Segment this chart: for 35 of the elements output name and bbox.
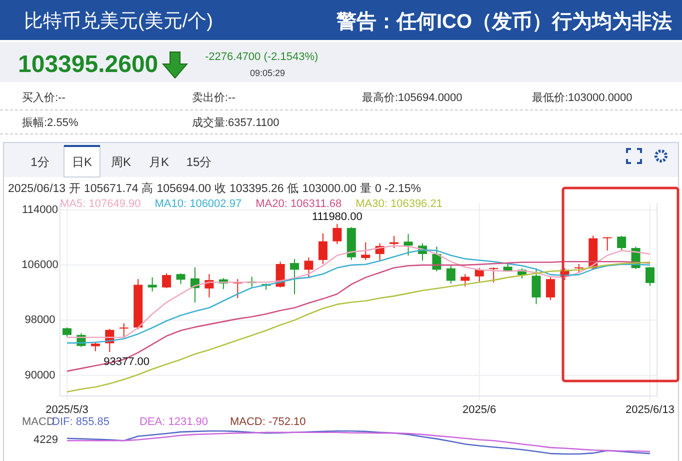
text: 月K xyxy=(148,155,170,169)
text: 比特币兑美元(美元/个) xyxy=(24,10,213,32)
text: 103395.2600 xyxy=(18,51,158,78)
text: 成交量:6357.1100 xyxy=(192,116,280,129)
text: -2276.4700 (-2.1543%) xyxy=(205,51,318,63)
text: MACD: -752.10 xyxy=(230,416,306,428)
x-tick-label: 2025/6 xyxy=(462,404,496,416)
y-tick-label: 98000 xyxy=(24,314,56,326)
text: 买入价:-- xyxy=(22,91,66,104)
text: 1分 xyxy=(30,155,50,169)
annotation: 111980.00 xyxy=(312,210,362,223)
y-tick-label: 106000 xyxy=(22,259,58,272)
text: 15分 xyxy=(186,155,212,169)
text: MA5: 107649.90 xyxy=(60,198,141,210)
y-tick-label: 90000 xyxy=(24,369,56,382)
series-label: DEA: 1231.90 xyxy=(139,416,208,428)
y-tick-label: 114000 xyxy=(22,204,58,216)
series-label: DIF: 855.85 xyxy=(52,416,110,428)
text: 日K xyxy=(72,155,92,169)
text: MA30: 106396.21 xyxy=(356,198,442,210)
text: 振幅:2.55% xyxy=(22,117,78,129)
text: 卖出价:-- xyxy=(192,91,236,104)
text: 最低价:103000.0000 xyxy=(532,92,632,104)
x-tick-label: 2025/5/3 xyxy=(46,404,88,416)
text: 警告：任何ICO（发币）行为均为非法 xyxy=(335,10,672,33)
text: MA20: 106311.68 xyxy=(256,198,342,210)
annotation: 93377.00 xyxy=(104,356,150,368)
text: 09:05:29 xyxy=(250,68,286,78)
text: 周K xyxy=(110,155,132,169)
x-tick-label: 2025/6/13 xyxy=(626,404,674,416)
text: 4229 xyxy=(34,434,58,446)
chart-title: MACD xyxy=(22,416,54,428)
text: 最高价:105694.0000 xyxy=(362,91,462,104)
chart-title: 2025/06/13 开 105671.74 高 105694.00 收 103395.26 低 103000.00 量 0 -2.15% xyxy=(8,181,421,195)
text: MA10: 106002.97 xyxy=(154,198,242,210)
